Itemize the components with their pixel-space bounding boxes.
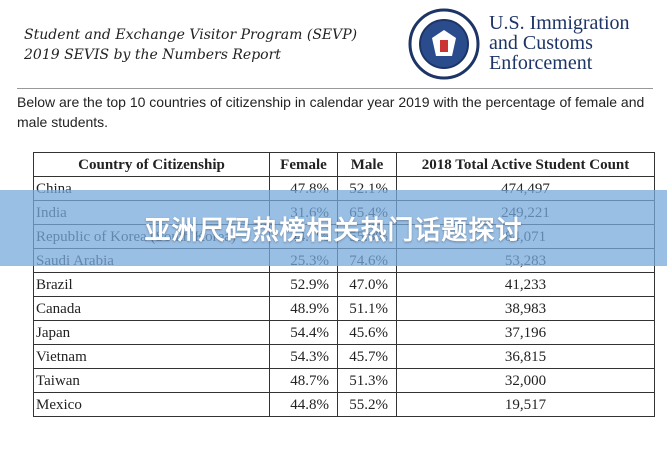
value-cell: 32,000 <box>396 368 655 393</box>
value-cell: 48.7% <box>269 368 338 393</box>
table-row: Canada 48.9% 51.1% 38,983 <box>33 296 655 321</box>
table-row: Mexico 44.8% 55.2% 19,517 <box>33 392 655 417</box>
intro-text: Below are the top 10 countries of citize… <box>17 94 645 130</box>
divider <box>17 88 653 89</box>
value-cell: 41,233 <box>396 272 655 297</box>
banner: 亚洲尺码热榜相关热门话题探讨 <box>0 190 667 266</box>
value-cell: 51.3% <box>337 368 397 393</box>
column-header: Male <box>337 152 397 177</box>
column-header: 2018 Total Active Student Count <box>396 152 655 177</box>
value-cell: 44.8% <box>269 392 338 417</box>
value-cell: 48.9% <box>269 296 338 321</box>
value-cell: 38,983 <box>396 296 655 321</box>
value-cell: 36,815 <box>396 344 655 369</box>
country-cell: Mexico <box>33 392 270 417</box>
table-row: Japan 54.4% 45.6% 37,196 <box>33 320 655 345</box>
value-cell: 19,517 <box>396 392 655 417</box>
header-subtitle: 2019 SEVIS by the Numbers Report <box>24 47 281 63</box>
header-row: Country of Citizenship Female Male 2018 Tot… <box>33 152 655 177</box>
logo-line: and Customs <box>489 32 593 54</box>
value-cell: 52.9% <box>269 272 338 297</box>
header-title: Student and Exchange Visitor Program (SE… <box>24 27 358 43</box>
country-cell: Brazil <box>33 272 270 297</box>
column-header: Country of Citizenship <box>33 152 270 177</box>
value-cell: 47.0% <box>337 272 397 297</box>
value-cell: 54.4% <box>269 320 338 345</box>
logo-line: Enforcement <box>489 52 593 74</box>
value-cell: 55.2% <box>337 392 397 417</box>
value-cell: 51.1% <box>337 296 397 321</box>
logo-line: U.S. Immigration <box>489 12 630 34</box>
value-cell: 37,196 <box>396 320 655 345</box>
table-row: Vietnam 54.3% 45.7% 36,815 <box>33 344 655 369</box>
table-row: Brazil 52.9% 47.0% 41,233 <box>33 272 655 297</box>
value-cell: 45.6% <box>337 320 397 345</box>
value-cell: 54.3% <box>269 344 338 369</box>
country-cell: Canada <box>33 296 270 321</box>
value-cell: 45.7% <box>337 344 397 369</box>
country-cell: Vietnam <box>33 344 270 369</box>
table-row: Taiwan 48.7% 51.3% 32,000 <box>33 368 655 393</box>
seal <box>408 8 480 80</box>
country-cell: Japan <box>33 320 270 345</box>
column-header: Female <box>269 152 338 177</box>
country-cell: Taiwan <box>33 368 270 393</box>
